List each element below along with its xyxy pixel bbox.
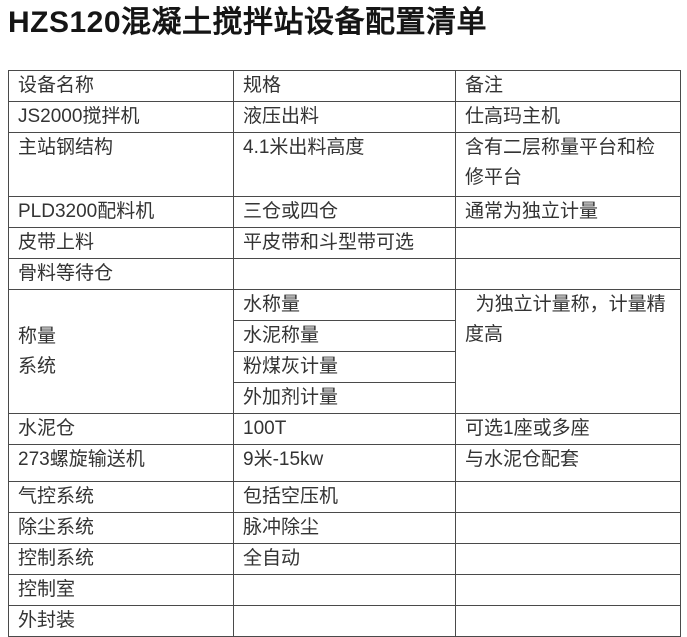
table-row-belt-feeding: 皮带上料 平皮带和斗型带可选 xyxy=(8,227,681,259)
cell-equipment-name: 控制室 xyxy=(8,574,234,606)
cell-equipment-name: 控制系统 xyxy=(8,543,234,575)
cell-note: 仕高玛主机 xyxy=(455,101,681,133)
cell-spec: 水泥称量 xyxy=(233,320,456,352)
table-row-mixer: JS2000搅拌机 液压出料 仕高玛主机 xyxy=(8,101,681,133)
table-row-dust-removal-system: 除尘系统 脉冲除尘 xyxy=(8,512,681,544)
cell-note: 通常为独立计量 xyxy=(455,196,681,228)
cell-equipment-name: 皮带上料 xyxy=(8,227,234,259)
table-header-row: 设备名称 规格 备注 xyxy=(8,70,681,102)
cell-spec: 外加剂计量 xyxy=(233,382,456,414)
table-row-aggregate-waiting-bin: 骨料等待仓 xyxy=(8,258,681,290)
cell-note xyxy=(455,258,681,290)
cell-spec: 液压出料 xyxy=(233,101,456,133)
cell-equipment-name: 骨料等待仓 xyxy=(8,258,234,290)
equipment-config-table: 设备名称 规格 备注 JS2000搅拌机 液压出料 仕高玛主机 主站钢结构 4.… xyxy=(8,70,681,637)
col-header-note: 备注 xyxy=(455,70,681,102)
table-row-cement-silo: 水泥仓 100T 可选1座或多座 xyxy=(8,413,681,445)
table-row-steel-structure: 主站钢结构 4.1米出料高度 含有二层称量平台和检 修平台 xyxy=(8,132,681,197)
table-row-batcher: PLD3200配料机 三仓或四仓 通常为独立计量 xyxy=(8,196,681,228)
cell-note-weighing-system: 为独立计量称，计量精 度高 xyxy=(455,289,681,414)
cell-spec: 粉煤灰计量 xyxy=(233,351,456,383)
table-row-screw-conveyor: 273螺旋输送机 9米-15kw 与水泥仓配套 xyxy=(8,444,681,482)
cell-note: 可选1座或多座 xyxy=(455,413,681,445)
cell-spec: 4.1米出料高度 xyxy=(233,132,456,197)
cell-spec: 三仓或四仓 xyxy=(233,196,456,228)
cell-note xyxy=(455,227,681,259)
cell-equipment-name: 273螺旋输送机 xyxy=(8,444,234,482)
cell-spec: 水称量 xyxy=(233,289,456,321)
cell-spec: 平皮带和斗型带可选 xyxy=(233,227,456,259)
cell-equipment-name: PLD3200配料机 xyxy=(8,196,234,228)
cell-note xyxy=(455,512,681,544)
cell-spec xyxy=(233,258,456,290)
table-row-outer-cladding: 外封装 xyxy=(8,605,681,637)
cell-note xyxy=(455,574,681,606)
cell-equipment-name: 外封装 xyxy=(8,605,234,637)
cell-spec: 包括空压机 xyxy=(233,481,456,513)
table-row-control-system: 控制系统 全自动 xyxy=(8,543,681,575)
cell-note: 含有二层称量平台和检 修平台 xyxy=(455,132,681,197)
cell-note: 与水泥仓配套 xyxy=(455,444,681,482)
cell-spec: 9米-15kw xyxy=(233,444,456,482)
cell-note xyxy=(455,543,681,575)
cell-note xyxy=(455,481,681,513)
col-header-spec: 规格 xyxy=(233,70,456,102)
cell-spec xyxy=(233,605,456,637)
table-row-weighing-flyash: 粉煤灰计量 xyxy=(9,351,681,383)
table-row-control-room: 控制室 xyxy=(8,574,681,606)
table-row-weighing-cement: 水泥称量 xyxy=(9,320,681,352)
cell-equipment-name: 主站钢结构 xyxy=(8,132,234,197)
cell-equipment-name: 水泥仓 xyxy=(8,413,234,445)
cell-note xyxy=(455,605,681,637)
col-header-equipment-name: 设备名称 xyxy=(8,70,234,102)
cell-equipment-name-weighing-system: 称量 系统 xyxy=(8,289,234,414)
table-row-weighing-water: 称量 系统 水称量 为独立计量称，计量精 度高 xyxy=(8,289,681,414)
table-row-pneumatic-system: 气控系统 包括空压机 xyxy=(8,481,681,513)
cell-equipment-name: 气控系统 xyxy=(8,481,234,513)
cell-equipment-name: 除尘系统 xyxy=(8,512,234,544)
page-title: HZS120混凝土搅拌站设备配置清单 xyxy=(8,6,488,39)
cell-spec: 脉冲除尘 xyxy=(233,512,456,544)
cell-spec: 全自动 xyxy=(233,543,456,575)
cell-equipment-name: JS2000搅拌机 xyxy=(8,101,234,133)
cell-spec: 100T xyxy=(233,413,456,445)
cell-spec xyxy=(233,574,456,606)
